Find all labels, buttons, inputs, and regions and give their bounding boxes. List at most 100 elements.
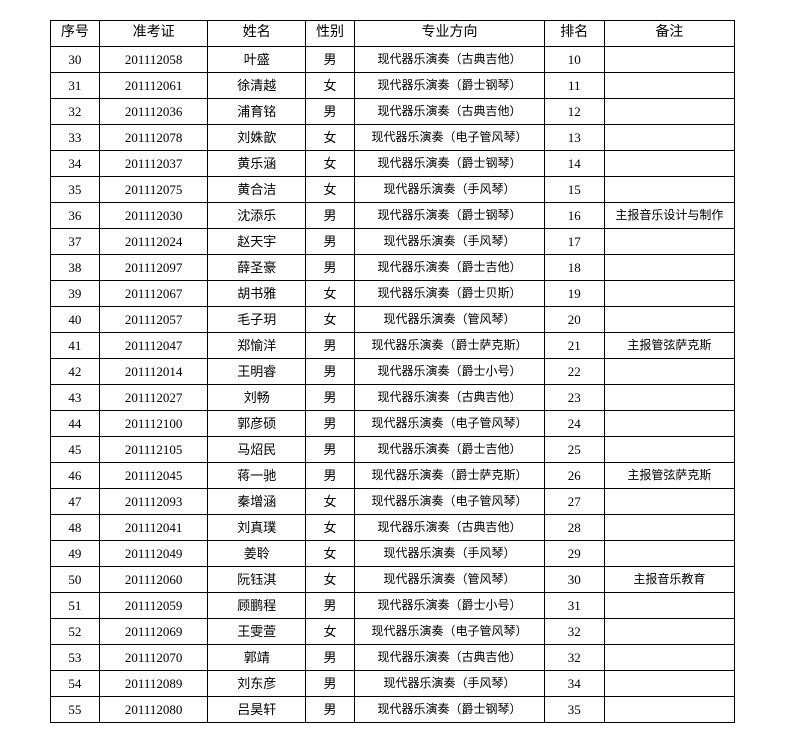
cell-seq: 49 xyxy=(51,541,100,567)
exam-results-table: 序号 准考证 姓名 性别 专业方向 排名 备注 30201112058叶盛男现代… xyxy=(50,20,735,723)
table-row: 44201112100郭彦硕男现代器乐演奏（电子管风琴）24 xyxy=(51,411,735,437)
cell-note xyxy=(604,99,734,125)
table-row: 52201112069王雯萱女现代器乐演奏（电子管风琴）32 xyxy=(51,619,735,645)
cell-note xyxy=(604,359,734,385)
cell-name: 郭彦硕 xyxy=(208,411,306,437)
cell-exam: 201112093 xyxy=(99,489,208,515)
cell-rank: 15 xyxy=(544,177,604,203)
cell-exam: 201112057 xyxy=(99,307,208,333)
cell-gender: 男 xyxy=(306,359,355,385)
cell-exam: 201112067 xyxy=(99,281,208,307)
cell-name: 马炤民 xyxy=(208,437,306,463)
cell-major: 现代器乐演奏（爵士吉他） xyxy=(354,437,544,463)
cell-rank: 25 xyxy=(544,437,604,463)
cell-rank: 13 xyxy=(544,125,604,151)
cell-gender: 女 xyxy=(306,567,355,593)
cell-major: 现代器乐演奏（古典吉他） xyxy=(354,645,544,671)
cell-seq: 52 xyxy=(51,619,100,645)
cell-rank: 29 xyxy=(544,541,604,567)
header-note: 备注 xyxy=(604,21,734,47)
cell-gender: 男 xyxy=(306,645,355,671)
cell-gender: 女 xyxy=(306,73,355,99)
cell-note xyxy=(604,151,734,177)
cell-exam: 201112037 xyxy=(99,151,208,177)
cell-note: 主报音乐设计与制作 xyxy=(604,203,734,229)
cell-name: 刘真璞 xyxy=(208,515,306,541)
table-row: 32201112036浦育铭男现代器乐演奏（古典吉他）12 xyxy=(51,99,735,125)
cell-name: 沈添乐 xyxy=(208,203,306,229)
cell-note xyxy=(604,619,734,645)
cell-exam: 201112061 xyxy=(99,73,208,99)
cell-note xyxy=(604,671,734,697)
cell-gender: 女 xyxy=(306,307,355,333)
cell-exam: 201112089 xyxy=(99,671,208,697)
cell-name: 胡书雅 xyxy=(208,281,306,307)
cell-name: 黄合洁 xyxy=(208,177,306,203)
cell-name: 黄乐涵 xyxy=(208,151,306,177)
cell-seq: 30 xyxy=(51,47,100,73)
cell-gender: 男 xyxy=(306,333,355,359)
cell-seq: 50 xyxy=(51,567,100,593)
cell-rank: 24 xyxy=(544,411,604,437)
cell-note xyxy=(604,411,734,437)
cell-gender: 男 xyxy=(306,255,355,281)
cell-note xyxy=(604,73,734,99)
cell-rank: 17 xyxy=(544,229,604,255)
cell-exam: 201112047 xyxy=(99,333,208,359)
cell-gender: 男 xyxy=(306,99,355,125)
cell-note: 主报管弦萨克斯 xyxy=(604,333,734,359)
cell-name: 吕昊轩 xyxy=(208,697,306,723)
cell-name: 刘姝歆 xyxy=(208,125,306,151)
table-row: 51201112059顾鹏程男现代器乐演奏（爵士小号）31 xyxy=(51,593,735,619)
cell-major: 现代器乐演奏（手风琴） xyxy=(354,541,544,567)
cell-note xyxy=(604,177,734,203)
cell-rank: 34 xyxy=(544,671,604,697)
cell-major: 现代器乐演奏（古典吉他） xyxy=(354,47,544,73)
cell-major: 现代器乐演奏（电子管风琴） xyxy=(354,619,544,645)
cell-major: 现代器乐演奏（古典吉他） xyxy=(354,515,544,541)
cell-gender: 男 xyxy=(306,203,355,229)
cell-name: 浦育铭 xyxy=(208,99,306,125)
cell-seq: 55 xyxy=(51,697,100,723)
cell-seq: 33 xyxy=(51,125,100,151)
cell-name: 蒋一驰 xyxy=(208,463,306,489)
cell-rank: 19 xyxy=(544,281,604,307)
cell-gender: 女 xyxy=(306,177,355,203)
cell-name: 姜聆 xyxy=(208,541,306,567)
cell-major: 现代器乐演奏（电子管风琴） xyxy=(354,125,544,151)
cell-exam: 201112045 xyxy=(99,463,208,489)
cell-major: 现代器乐演奏（管风琴） xyxy=(354,307,544,333)
cell-seq: 44 xyxy=(51,411,100,437)
header-gender: 性别 xyxy=(306,21,355,47)
header-name: 姓名 xyxy=(208,21,306,47)
cell-exam: 201112027 xyxy=(99,385,208,411)
cell-exam: 201112070 xyxy=(99,645,208,671)
table-row: 48201112041刘真璞女现代器乐演奏（古典吉他）28 xyxy=(51,515,735,541)
cell-rank: 10 xyxy=(544,47,604,73)
cell-rank: 30 xyxy=(544,567,604,593)
cell-major: 现代器乐演奏（爵士萨克斯） xyxy=(354,333,544,359)
cell-rank: 16 xyxy=(544,203,604,229)
cell-seq: 53 xyxy=(51,645,100,671)
cell-major: 现代器乐演奏（手风琴） xyxy=(354,671,544,697)
cell-note xyxy=(604,229,734,255)
cell-gender: 男 xyxy=(306,697,355,723)
cell-gender: 女 xyxy=(306,489,355,515)
table-header-row: 序号 准考证 姓名 性别 专业方向 排名 备注 xyxy=(51,21,735,47)
cell-gender: 男 xyxy=(306,47,355,73)
table-row: 31201112061徐清越女现代器乐演奏（爵士钢琴）11 xyxy=(51,73,735,99)
cell-name: 赵天宇 xyxy=(208,229,306,255)
cell-name: 郭靖 xyxy=(208,645,306,671)
cell-note xyxy=(604,47,734,73)
cell-note xyxy=(604,541,734,567)
cell-note xyxy=(604,437,734,463)
cell-major: 现代器乐演奏（爵士吉他） xyxy=(354,255,544,281)
cell-note: 主报音乐教育 xyxy=(604,567,734,593)
cell-gender: 女 xyxy=(306,619,355,645)
cell-exam: 201112097 xyxy=(99,255,208,281)
cell-seq: 47 xyxy=(51,489,100,515)
cell-major: 现代器乐演奏（爵士钢琴） xyxy=(354,203,544,229)
cell-major: 现代器乐演奏（爵士小号） xyxy=(354,593,544,619)
cell-exam: 201112030 xyxy=(99,203,208,229)
cell-rank: 18 xyxy=(544,255,604,281)
